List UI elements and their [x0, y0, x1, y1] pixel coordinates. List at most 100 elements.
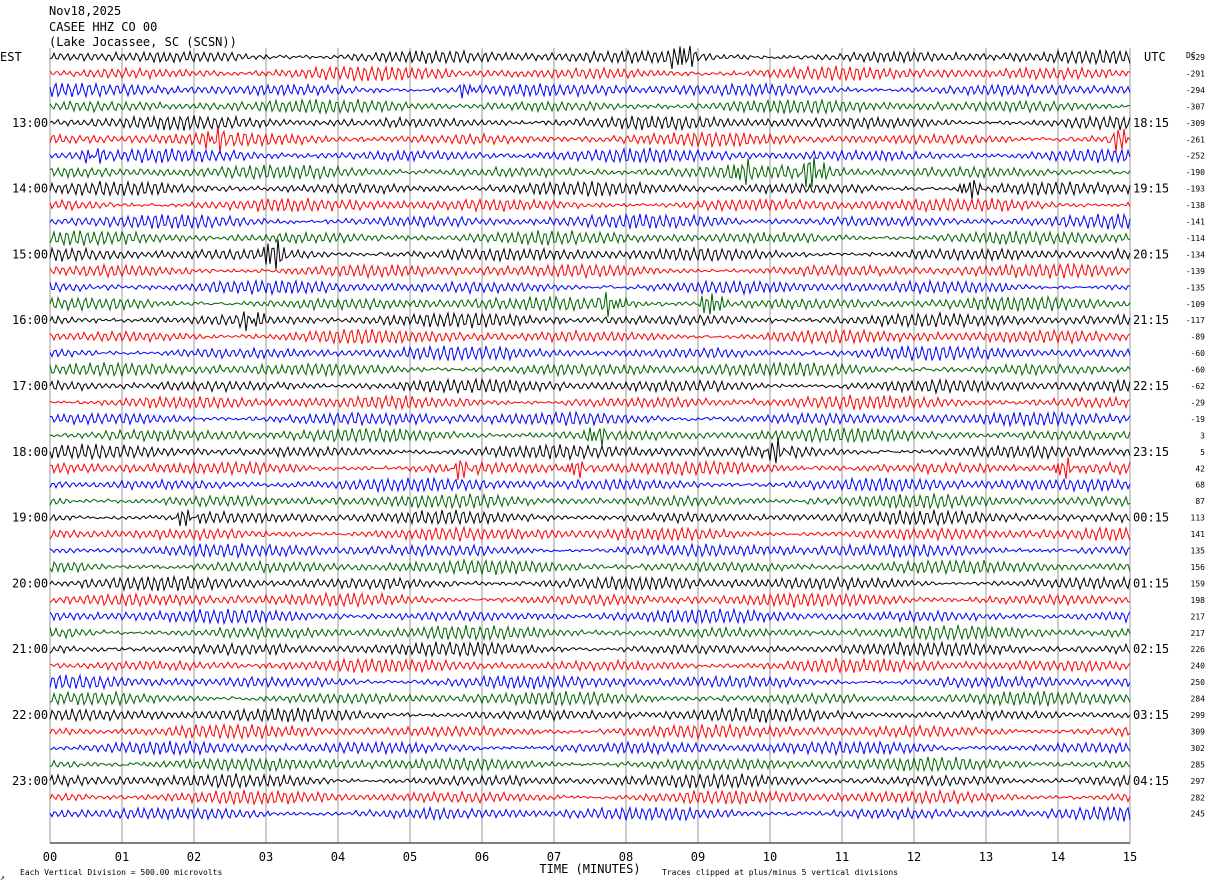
trace-line — [49, 394, 1131, 412]
trace-line — [49, 657, 1131, 675]
dc-offset-label: 5 — [1200, 448, 1205, 457]
trace-line — [49, 157, 1131, 188]
dc-offset-label: 217 — [1191, 629, 1206, 638]
dc-offset-label: 284 — [1191, 695, 1206, 704]
scale-note: Each Vertical Division = 500.00 microvol… — [20, 868, 222, 877]
utc-hour-label: 21:15 — [1133, 313, 1169, 327]
est-hour-label: 13:00 — [12, 116, 48, 130]
x-tick-label: 09 — [691, 850, 705, 864]
trace-line — [49, 310, 1131, 332]
x-axis-ticks: 00 01 02 03 04 05 06 07 08 09 10 11 12 13 14 15 — [43, 842, 1137, 864]
dc-offset-label: 113 — [1191, 514, 1206, 523]
dc-offset-label: 68 — [1195, 481, 1205, 490]
dc-offset-label: -117 — [1186, 316, 1205, 325]
trace-line — [49, 410, 1131, 428]
x-tick-label: 01 — [115, 850, 129, 864]
trace-line — [49, 509, 1131, 527]
dc-offset-label: 3 — [1200, 431, 1205, 440]
dc-offset-label: -252 — [1186, 152, 1205, 161]
trace-line — [49, 805, 1131, 822]
station-label: CASEE HHZ CO 00 — [49, 20, 157, 34]
utc-hour-label: 02:15 — [1133, 642, 1169, 656]
utc-hour-label: 04:15 — [1133, 774, 1169, 788]
trace-line — [49, 492, 1131, 510]
dc-offset-label: 282 — [1191, 793, 1206, 802]
trace-line — [49, 81, 1131, 99]
dc-offset-label: -138 — [1186, 201, 1205, 210]
trace-line — [49, 114, 1131, 132]
trace-line — [49, 788, 1131, 807]
x-axis-title: TIME (MINUTES) — [539, 862, 640, 876]
trace-line — [49, 640, 1131, 658]
trace-line — [49, 476, 1131, 494]
x-tick-label: 05 — [403, 850, 417, 864]
trace-line — [49, 45, 1131, 69]
location-label: (Lake Jocassee, SC (SCSN)) — [49, 35, 237, 49]
dc-offset-label: -139 — [1186, 267, 1205, 276]
trace-group — [49, 45, 1131, 822]
trace-line — [50, 740, 1131, 757]
est-hour-label: 14:00 — [12, 182, 48, 196]
x-tick-label: 12 — [907, 850, 921, 864]
x-tick-label: 15 — [1123, 850, 1137, 864]
dc-offset-label: 156 — [1191, 563, 1206, 572]
trace-line — [49, 426, 1131, 447]
trace-line — [49, 179, 1131, 200]
est-hour-label: 19:00 — [12, 511, 48, 525]
dc-offset-label: -109 — [1186, 300, 1205, 309]
trace-line — [49, 574, 1131, 592]
dc-offset-label: -114 — [1186, 234, 1205, 243]
dc-offset-label: 285 — [1191, 760, 1206, 769]
trace-line — [49, 146, 1131, 165]
trace-line — [49, 64, 1131, 83]
dc-offset-label: 198 — [1191, 596, 1206, 605]
utc-hour-labels: 18:15 19:15 20:15 21:15 22:15 23:15 00:15 01:15… — [1133, 116, 1169, 788]
dc-offset-label: -134 — [1186, 250, 1205, 259]
dc-offset-label: -89 — [1191, 333, 1206, 342]
trace-line — [49, 525, 1131, 543]
x-tick-label: 13 — [979, 850, 993, 864]
est-hour-label: 20:00 — [12, 576, 48, 590]
est-hour-label: 21:00 — [12, 642, 48, 656]
trace-line — [49, 212, 1131, 231]
right-timezone-label: UTC — [1144, 50, 1166, 64]
utc-hour-label: 19:15 — [1133, 182, 1169, 196]
dc-offset-label: 42 — [1195, 464, 1205, 473]
utc-hour-label: 00:15 — [1133, 511, 1169, 525]
utc-hour-label: 23:15 — [1133, 445, 1169, 459]
trace-line — [49, 772, 1131, 790]
est-hour-label: 23:00 — [12, 774, 48, 788]
trace-line — [49, 542, 1131, 560]
dc-offset-label: 299 — [1191, 711, 1206, 720]
dc-offset-label: -62 — [1191, 382, 1206, 391]
dc-offset-label: -190 — [1186, 168, 1205, 177]
clip-note: Traces clipped at plus/minus 5 vertical … — [662, 868, 898, 877]
corner-mark: ↗ — [0, 873, 5, 882]
dc-offset-label: -60 — [1191, 366, 1206, 375]
dc-offset-label: 135 — [1191, 547, 1206, 556]
x-tick-label: 03 — [259, 850, 273, 864]
dc-offset-label: -29 — [1191, 398, 1206, 407]
trace-line — [49, 328, 1131, 346]
trace-line — [49, 673, 1131, 691]
est-hour-label: 17:00 — [12, 379, 48, 393]
trace-line — [49, 722, 1131, 741]
trace-line — [49, 457, 1131, 480]
dc-offset-label: -294 — [1186, 86, 1205, 95]
trace-line — [49, 361, 1131, 378]
dc-offset-label: -291 — [1186, 69, 1205, 78]
trace-line — [49, 623, 1131, 642]
x-tick-label: 06 — [475, 850, 489, 864]
x-tick-label: 11 — [835, 850, 849, 864]
trace-line — [49, 291, 1131, 318]
dc-offset-label: 141 — [1191, 530, 1206, 539]
est-hour-label: 15:00 — [12, 247, 48, 261]
x-tick-label: 02 — [187, 850, 201, 864]
trace-line — [49, 239, 1131, 270]
trace-line — [49, 262, 1131, 280]
trace-line — [49, 229, 1131, 247]
x-tick-label: 00 — [43, 850, 57, 864]
trace-line — [49, 377, 1131, 395]
